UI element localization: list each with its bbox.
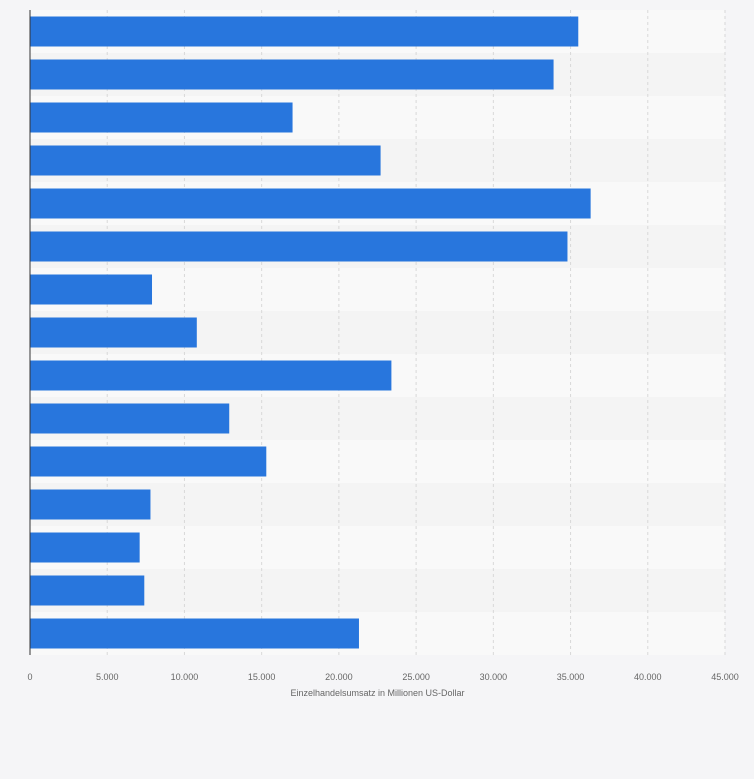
bar[interactable] xyxy=(30,59,554,90)
x-axis-title: Einzelhandelsumsatz in Millionen US-Doll… xyxy=(290,688,464,698)
x-tick-label: 5.000 xyxy=(96,672,119,682)
bar[interactable] xyxy=(30,360,392,391)
bar[interactable] xyxy=(30,231,568,262)
row-band xyxy=(30,526,725,569)
bar[interactable] xyxy=(30,532,140,563)
x-tick-label: 0 xyxy=(27,672,32,682)
bar[interactable] xyxy=(30,274,153,305)
bar[interactable] xyxy=(30,145,381,176)
x-tick-label: 35.000 xyxy=(557,672,585,682)
x-tick-label: 20.000 xyxy=(325,672,353,682)
bar[interactable] xyxy=(30,317,197,348)
bars xyxy=(30,16,591,649)
bar[interactable] xyxy=(30,575,145,606)
x-tick-labels: 0 5.000 10.000 15.000 20.000 25.000 30.000 35.0… xyxy=(27,672,738,682)
x-tick-label: 25.000 xyxy=(402,672,430,682)
bar[interactable] xyxy=(30,188,591,219)
bar[interactable] xyxy=(30,618,359,649)
bar[interactable] xyxy=(30,403,230,434)
x-tick-label: 15.000 xyxy=(248,672,276,682)
row-band xyxy=(30,569,725,612)
bar[interactable] xyxy=(30,16,579,47)
x-tick-label: 10.000 xyxy=(171,672,199,682)
x-tick-label: 30.000 xyxy=(480,672,508,682)
bar[interactable] xyxy=(30,489,151,520)
x-tick-label: 40.000 xyxy=(634,672,662,682)
x-tick-label: 45.000 xyxy=(711,672,739,682)
bar[interactable] xyxy=(30,102,293,133)
bar[interactable] xyxy=(30,446,267,477)
